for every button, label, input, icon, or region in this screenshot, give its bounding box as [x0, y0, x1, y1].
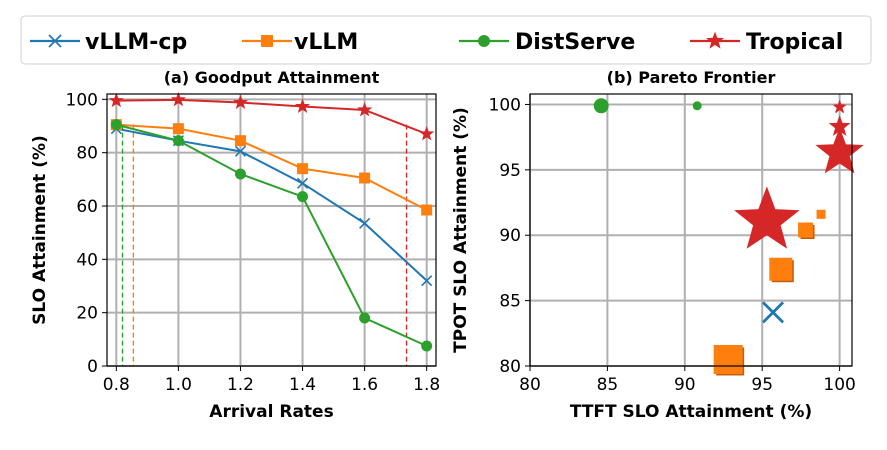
- y-tick-label: 85: [499, 292, 521, 312]
- x-tick-label: 1.4: [289, 375, 316, 395]
- pareto-title: (b) Pareto Frontier: [607, 68, 776, 87]
- legend-label-vllm_cp: vLLM-cp: [85, 30, 187, 55]
- y-tick-label: 0: [87, 357, 98, 377]
- y-tick-label: 95: [499, 161, 521, 181]
- data-point-distserve: [359, 312, 371, 324]
- legend: vLLM-cp vLLM DistServe Tropical: [20, 15, 872, 65]
- data-point-distserve: [234, 168, 246, 180]
- x-tick-label: 95: [751, 375, 773, 395]
- legend-item-distserve: DistServe: [459, 30, 635, 55]
- y-tick-label: 80: [76, 144, 98, 164]
- data-point-vllm_cp: [359, 217, 371, 229]
- data-point-distserve: [593, 98, 609, 114]
- data-point-vllm: [359, 172, 371, 184]
- series-line-vllm_cp: [116, 127, 428, 282]
- goodput-frame: [106, 93, 437, 367]
- data-point-distserve: [110, 119, 122, 131]
- data-point-tropical: [815, 127, 864, 174]
- legend-marker-vllm: [261, 35, 273, 47]
- pareto-y-axis-label: TPOT SLO Attainment (%): [451, 107, 471, 353]
- y-tick-label: 80: [499, 357, 521, 377]
- x-tick-label: 1.2: [227, 375, 254, 395]
- series-line-distserve: [116, 123, 428, 347]
- series-line-tropical: [116, 98, 428, 135]
- x-tick-label: 0.8: [103, 375, 130, 395]
- y-tick-label: 100: [66, 90, 98, 110]
- goodput-attainment-chart: 0.8 1.0 1.2 1.4 1.6 1.8 0 20 40 60 80 100 (a) Goodpu…: [30, 68, 440, 422]
- data-point-tropical: [170, 91, 186, 107]
- data-point-vllm_cp: [421, 275, 433, 287]
- x-tick-label: 90: [674, 375, 696, 395]
- pareto-frame: [529, 93, 853, 367]
- data-point-distserve: [692, 101, 702, 111]
- series-tropical: [108, 91, 435, 141]
- data-point-vllm: [234, 135, 246, 147]
- series-tropical: [734, 99, 864, 249]
- series-line-vllm: [116, 123, 428, 211]
- legend-label-vllm: vLLM: [294, 30, 358, 55]
- data-point-vllm: [172, 123, 184, 135]
- goodput-title: (a) Goodput Attainment: [164, 68, 380, 87]
- x-tick-label: 85: [597, 375, 619, 395]
- data-point-vllm_cp: [296, 177, 309, 189]
- legend-marker-distserve: [478, 35, 490, 47]
- legend-label-distserve: DistServe: [515, 30, 635, 55]
- series-vllm: [713, 209, 826, 376]
- data-point-tropical: [832, 99, 847, 114]
- data-point-tropical: [357, 102, 373, 117]
- data-point-vllm_cp: [762, 301, 785, 324]
- data-point-vllm: [297, 163, 309, 175]
- legend-item-vllm_cp: vLLM-cp: [30, 30, 187, 55]
- legend-frame: [20, 15, 872, 65]
- legend-item-vllm: vLLM: [242, 30, 358, 55]
- legend-item-tropical: Tropical: [690, 30, 843, 55]
- y-tick-label: 40: [76, 250, 98, 270]
- x-tick-label: 1.6: [351, 375, 378, 395]
- data-point-distserve: [297, 191, 309, 203]
- pareto-x-axis-label: TTFT SLO Attainment (%): [570, 402, 812, 422]
- legend-label-tropical: Tropical: [746, 30, 843, 55]
- data-point-vllm: [713, 344, 743, 374]
- x-tick-label: 1.0: [165, 375, 192, 395]
- y-tick-label: 20: [76, 304, 98, 324]
- data-point-vllm: [798, 222, 814, 238]
- y-tick-label: 90: [499, 226, 521, 246]
- series-distserve: [593, 98, 702, 114]
- data-point-vllm_cp: [234, 145, 247, 157]
- pareto-frontier-chart: 80 85 90 95 100 80 85 90 95 100 (b) Pareto Frontie…: [451, 68, 864, 422]
- x-tick-label: 100: [823, 375, 855, 395]
- x-tick-label: 1.8: [413, 375, 440, 395]
- data-point-tropical: [734, 186, 800, 249]
- y-tick-label: 60: [76, 197, 98, 217]
- data-point-tropical: [828, 115, 851, 136]
- data-point-tropical: [419, 126, 435, 141]
- data-point-tropical: [108, 92, 124, 108]
- data-point-vllm: [769, 257, 793, 281]
- series-vllm_cp: [110, 123, 433, 287]
- y-tick-label: 100: [489, 95, 521, 115]
- series-vllm: [110, 119, 433, 216]
- legend-marker-tropical: [706, 31, 724, 49]
- data-point-tropical: [295, 98, 311, 113]
- series-distserve: [110, 119, 433, 352]
- data-point-tropical: [232, 94, 248, 109]
- data-point-distserve: [172, 135, 184, 147]
- x-tick-label: 80: [519, 375, 541, 395]
- legend-marker-vllm_cp: [48, 34, 62, 48]
- goodput-x-axis-label: Arrival Rates: [209, 402, 333, 422]
- data-point-vllm: [816, 209, 826, 219]
- data-point-distserve: [421, 340, 433, 352]
- goodput-y-axis-label: SLO Attainment (%): [30, 135, 50, 325]
- data-point-vllm: [421, 204, 433, 216]
